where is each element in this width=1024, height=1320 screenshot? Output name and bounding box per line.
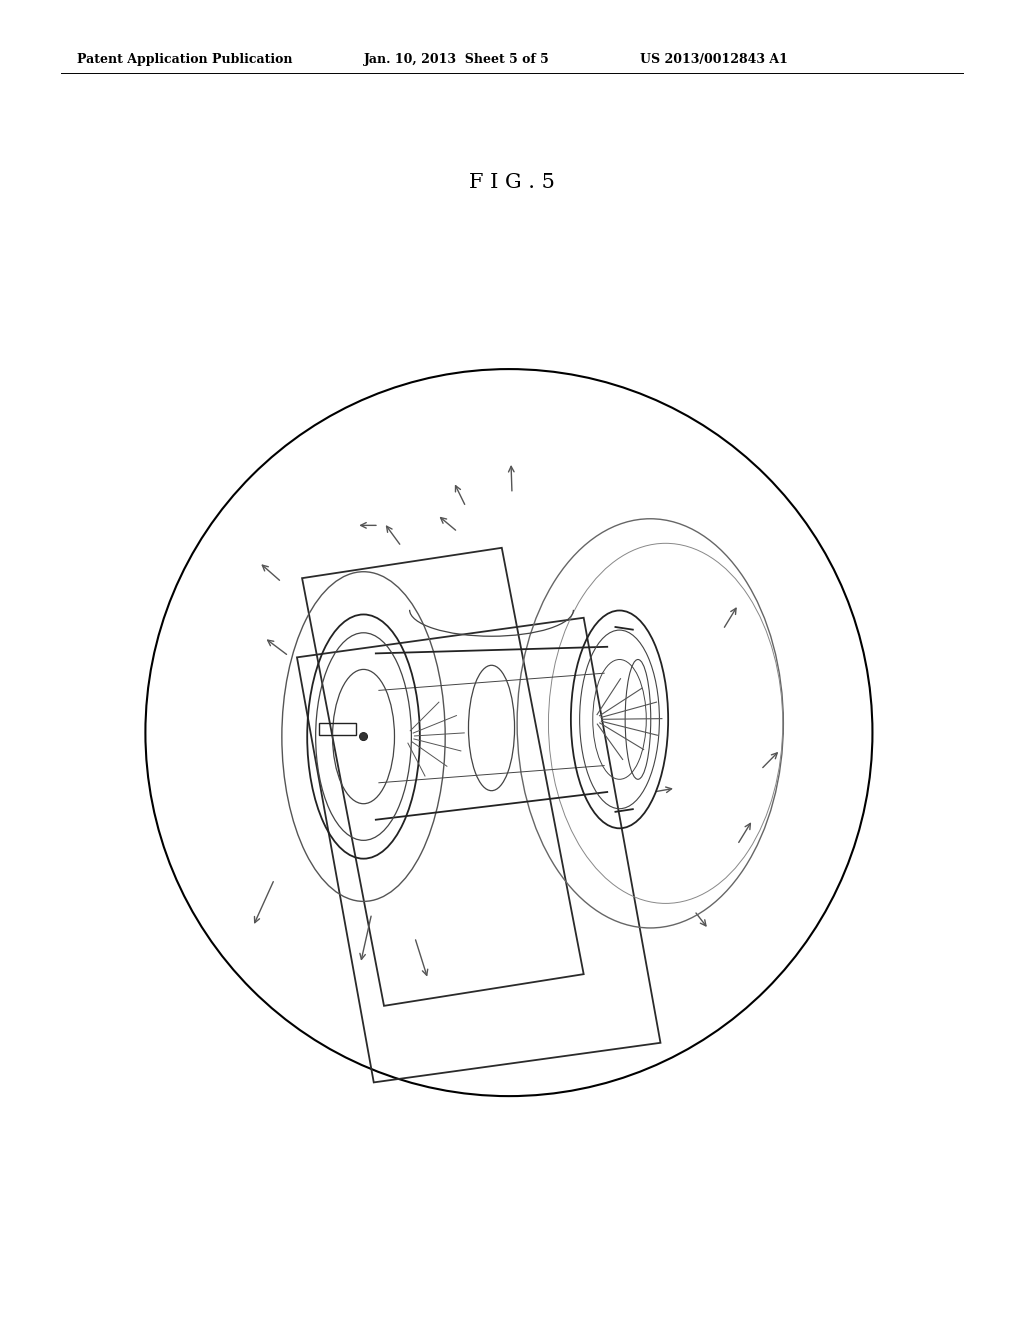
Text: US 2013/0012843 A1: US 2013/0012843 A1 [640,53,787,66]
Text: Jan. 10, 2013  Sheet 5 of 5: Jan. 10, 2013 Sheet 5 of 5 [364,53,549,66]
Circle shape [359,733,368,741]
Text: Patent Application Publication: Patent Application Publication [77,53,292,66]
Text: F I G . 5: F I G . 5 [469,173,555,191]
